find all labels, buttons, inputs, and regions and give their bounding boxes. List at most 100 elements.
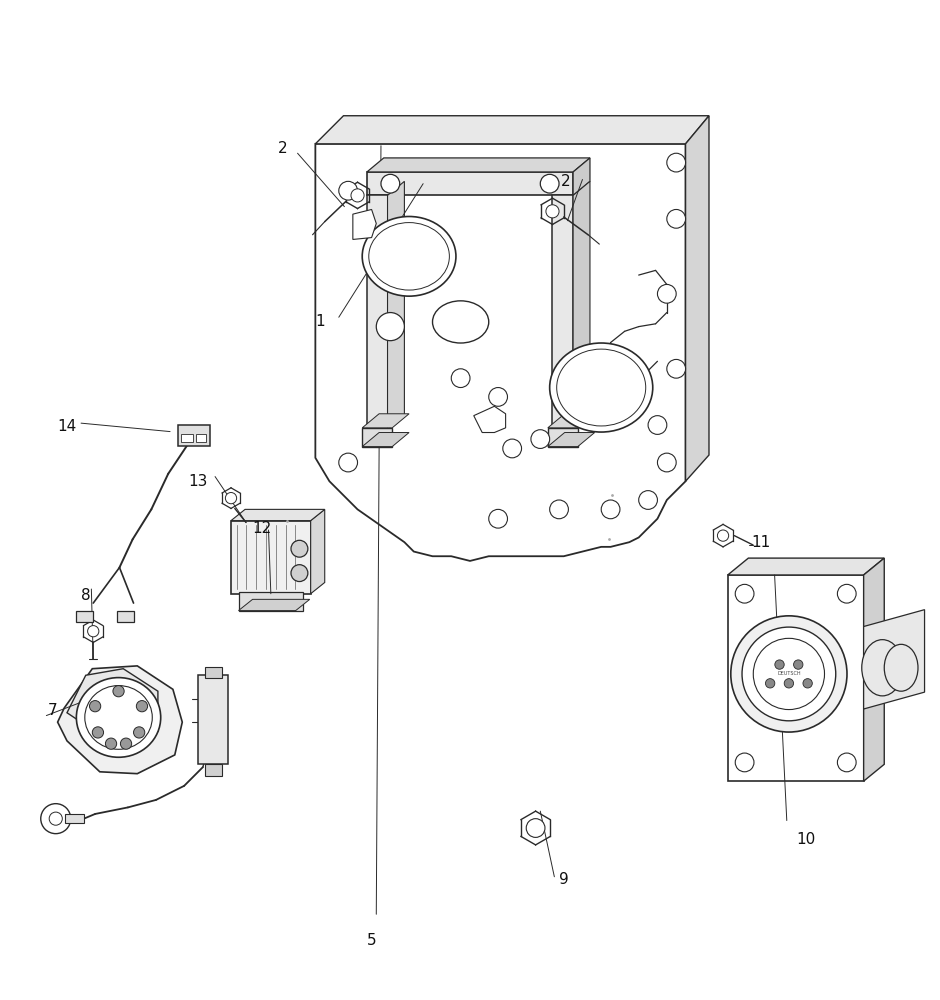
Circle shape (226, 493, 237, 504)
Circle shape (735, 584, 754, 603)
Ellipse shape (550, 343, 652, 432)
Text: 7: 7 (48, 703, 57, 718)
Circle shape (742, 627, 836, 721)
Circle shape (526, 819, 545, 837)
Text: 14: 14 (57, 419, 77, 434)
Bar (205, 667, 222, 678)
Circle shape (730, 616, 847, 732)
Circle shape (120, 738, 132, 749)
Circle shape (49, 812, 62, 825)
Text: 11: 11 (751, 535, 770, 550)
Circle shape (92, 727, 103, 738)
Bar (117, 611, 133, 622)
Circle shape (666, 209, 685, 228)
Bar (553, 195, 573, 430)
Circle shape (540, 174, 559, 193)
Text: 2: 2 (561, 174, 571, 189)
Text: 13: 13 (189, 474, 208, 489)
Polygon shape (548, 414, 595, 428)
Bar (548, 428, 578, 447)
Polygon shape (315, 116, 709, 144)
Circle shape (550, 500, 569, 519)
Bar (65, 814, 84, 823)
Polygon shape (352, 209, 376, 239)
Polygon shape (573, 158, 590, 195)
Polygon shape (685, 116, 709, 481)
Circle shape (291, 565, 308, 582)
Circle shape (489, 388, 508, 406)
Circle shape (451, 369, 470, 388)
Circle shape (838, 584, 856, 603)
Polygon shape (728, 575, 864, 781)
Polygon shape (864, 610, 925, 709)
Circle shape (784, 679, 793, 688)
Circle shape (338, 453, 357, 472)
Circle shape (666, 153, 685, 172)
Bar (198, 675, 228, 764)
Bar (239, 592, 304, 611)
Text: 1: 1 (315, 314, 325, 329)
Circle shape (793, 660, 803, 669)
Ellipse shape (862, 640, 903, 696)
Circle shape (657, 453, 676, 472)
Polygon shape (231, 509, 324, 521)
Circle shape (381, 174, 400, 193)
Circle shape (775, 660, 784, 669)
Circle shape (40, 804, 70, 834)
Circle shape (105, 738, 117, 749)
Bar (178, 425, 211, 446)
Circle shape (133, 727, 145, 738)
Polygon shape (239, 599, 310, 611)
Bar (362, 428, 392, 447)
Polygon shape (864, 558, 885, 781)
Circle shape (735, 753, 754, 772)
Circle shape (765, 679, 775, 688)
Circle shape (717, 530, 728, 541)
Ellipse shape (368, 223, 449, 290)
Circle shape (338, 181, 357, 200)
Circle shape (291, 540, 308, 557)
Circle shape (753, 638, 824, 710)
Ellipse shape (76, 678, 161, 757)
Polygon shape (362, 433, 409, 447)
Circle shape (657, 284, 676, 303)
Ellipse shape (556, 349, 646, 426)
Polygon shape (57, 666, 182, 774)
Text: 5: 5 (367, 933, 376, 948)
Circle shape (113, 686, 124, 697)
Ellipse shape (885, 644, 918, 691)
Circle shape (489, 509, 508, 528)
Bar (367, 195, 387, 430)
Bar (205, 764, 222, 776)
Circle shape (638, 491, 657, 509)
Circle shape (136, 701, 148, 712)
Bar (196, 434, 206, 442)
Circle shape (376, 313, 404, 341)
Circle shape (666, 359, 685, 378)
Text: 9: 9 (559, 872, 569, 887)
Ellipse shape (432, 301, 489, 343)
Polygon shape (67, 669, 158, 736)
Circle shape (89, 701, 101, 712)
Text: 8: 8 (81, 588, 90, 603)
Circle shape (838, 753, 856, 772)
Ellipse shape (85, 686, 152, 749)
Bar (76, 611, 93, 622)
Polygon shape (311, 509, 324, 594)
Polygon shape (573, 181, 590, 430)
Circle shape (87, 626, 99, 637)
Circle shape (503, 439, 522, 458)
Polygon shape (362, 414, 409, 428)
Bar (367, 172, 573, 195)
Text: DEUTSCH: DEUTSCH (777, 671, 801, 676)
Polygon shape (387, 181, 404, 430)
Polygon shape (728, 558, 885, 575)
Bar (231, 521, 311, 594)
Polygon shape (548, 433, 595, 447)
Circle shape (648, 416, 666, 434)
Circle shape (803, 679, 812, 688)
Ellipse shape (362, 216, 456, 296)
Circle shape (602, 500, 620, 519)
Polygon shape (474, 406, 506, 433)
Circle shape (351, 189, 364, 202)
